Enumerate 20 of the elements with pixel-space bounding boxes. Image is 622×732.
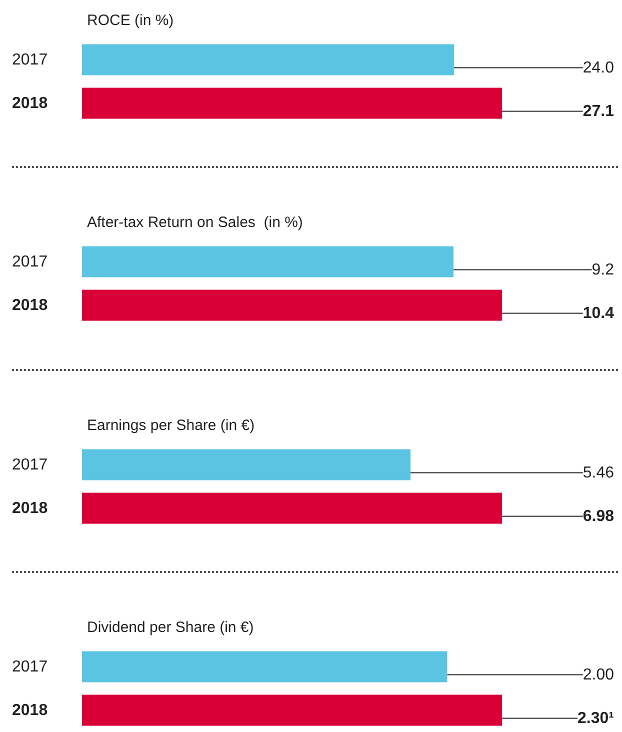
data-label: 2.30¹ [578,710,614,727]
chart-title: Earnings per Share (in €) [87,417,255,434]
y-tick-label: 2018 [12,296,48,314]
y-tick-label: 2017 [12,658,48,676]
y-tick-label: 2017 [12,51,48,68]
y-tick-label: 2018 [12,500,48,517]
chart-title: After-tax Return on Sales (in %) [87,214,303,231]
data-label: 24.0 [582,59,614,76]
data-label: 27.1 [582,102,614,120]
chart-title: Dividend per Share (in €) [87,619,254,636]
data-label: 5.46 [582,464,614,482]
chart-title: ROCE (in %) [87,12,174,29]
y-tick-label: 2018 [12,94,48,112]
data-label: 9.2 [592,261,614,278]
data-label: 2.00 [582,666,614,684]
data-label: 10.4 [582,304,614,322]
y-tick-label: 2018 [12,702,48,719]
y-tick-label: 2017 [12,253,48,270]
data-label: 6.98 [582,508,614,525]
y-tick-label: 2017 [12,456,48,474]
